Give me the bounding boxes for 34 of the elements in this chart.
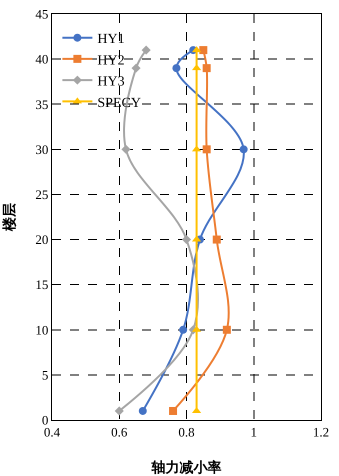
legend-label: SPECY bbox=[97, 96, 141, 111]
point bbox=[212, 236, 221, 244]
y-tick-label: 5 bbox=[42, 367, 48, 382]
point bbox=[114, 406, 124, 416]
point bbox=[199, 46, 208, 54]
point bbox=[121, 144, 131, 154]
y-tick-label: 25 bbox=[35, 186, 48, 202]
x-tick-label: 1.2 bbox=[312, 424, 330, 440]
point bbox=[202, 145, 211, 154]
x-axis-title: 轴力减小率 bbox=[150, 459, 222, 476]
y-tick-label: 10 bbox=[35, 322, 48, 338]
legend-label: HY1 bbox=[97, 32, 125, 48]
point bbox=[132, 64, 141, 73]
y-axis-title: 楼层 bbox=[2, 203, 18, 232]
point bbox=[142, 46, 151, 55]
point bbox=[138, 406, 147, 415]
legend-label: HY2 bbox=[97, 53, 125, 68]
x-tick-label: 0.6 bbox=[111, 424, 128, 440]
point bbox=[179, 326, 188, 334]
point bbox=[222, 326, 231, 334]
y-tick-label: 35 bbox=[35, 96, 48, 112]
y-tick-label: 15 bbox=[35, 277, 48, 292]
y-tick-label: 30 bbox=[35, 142, 48, 157]
x-tick-label: 0.8 bbox=[178, 424, 195, 440]
point bbox=[240, 145, 248, 154]
y-tick-label: 45 bbox=[35, 6, 48, 22]
point bbox=[202, 64, 211, 72]
x-tick-label: 1 bbox=[250, 424, 257, 440]
point bbox=[182, 235, 192, 244]
point bbox=[169, 406, 178, 415]
y-tick-label: 40 bbox=[35, 52, 48, 67]
y-tick-label: 20 bbox=[35, 232, 48, 248]
legend-label: HY3 bbox=[97, 74, 125, 90]
point bbox=[172, 64, 180, 72]
